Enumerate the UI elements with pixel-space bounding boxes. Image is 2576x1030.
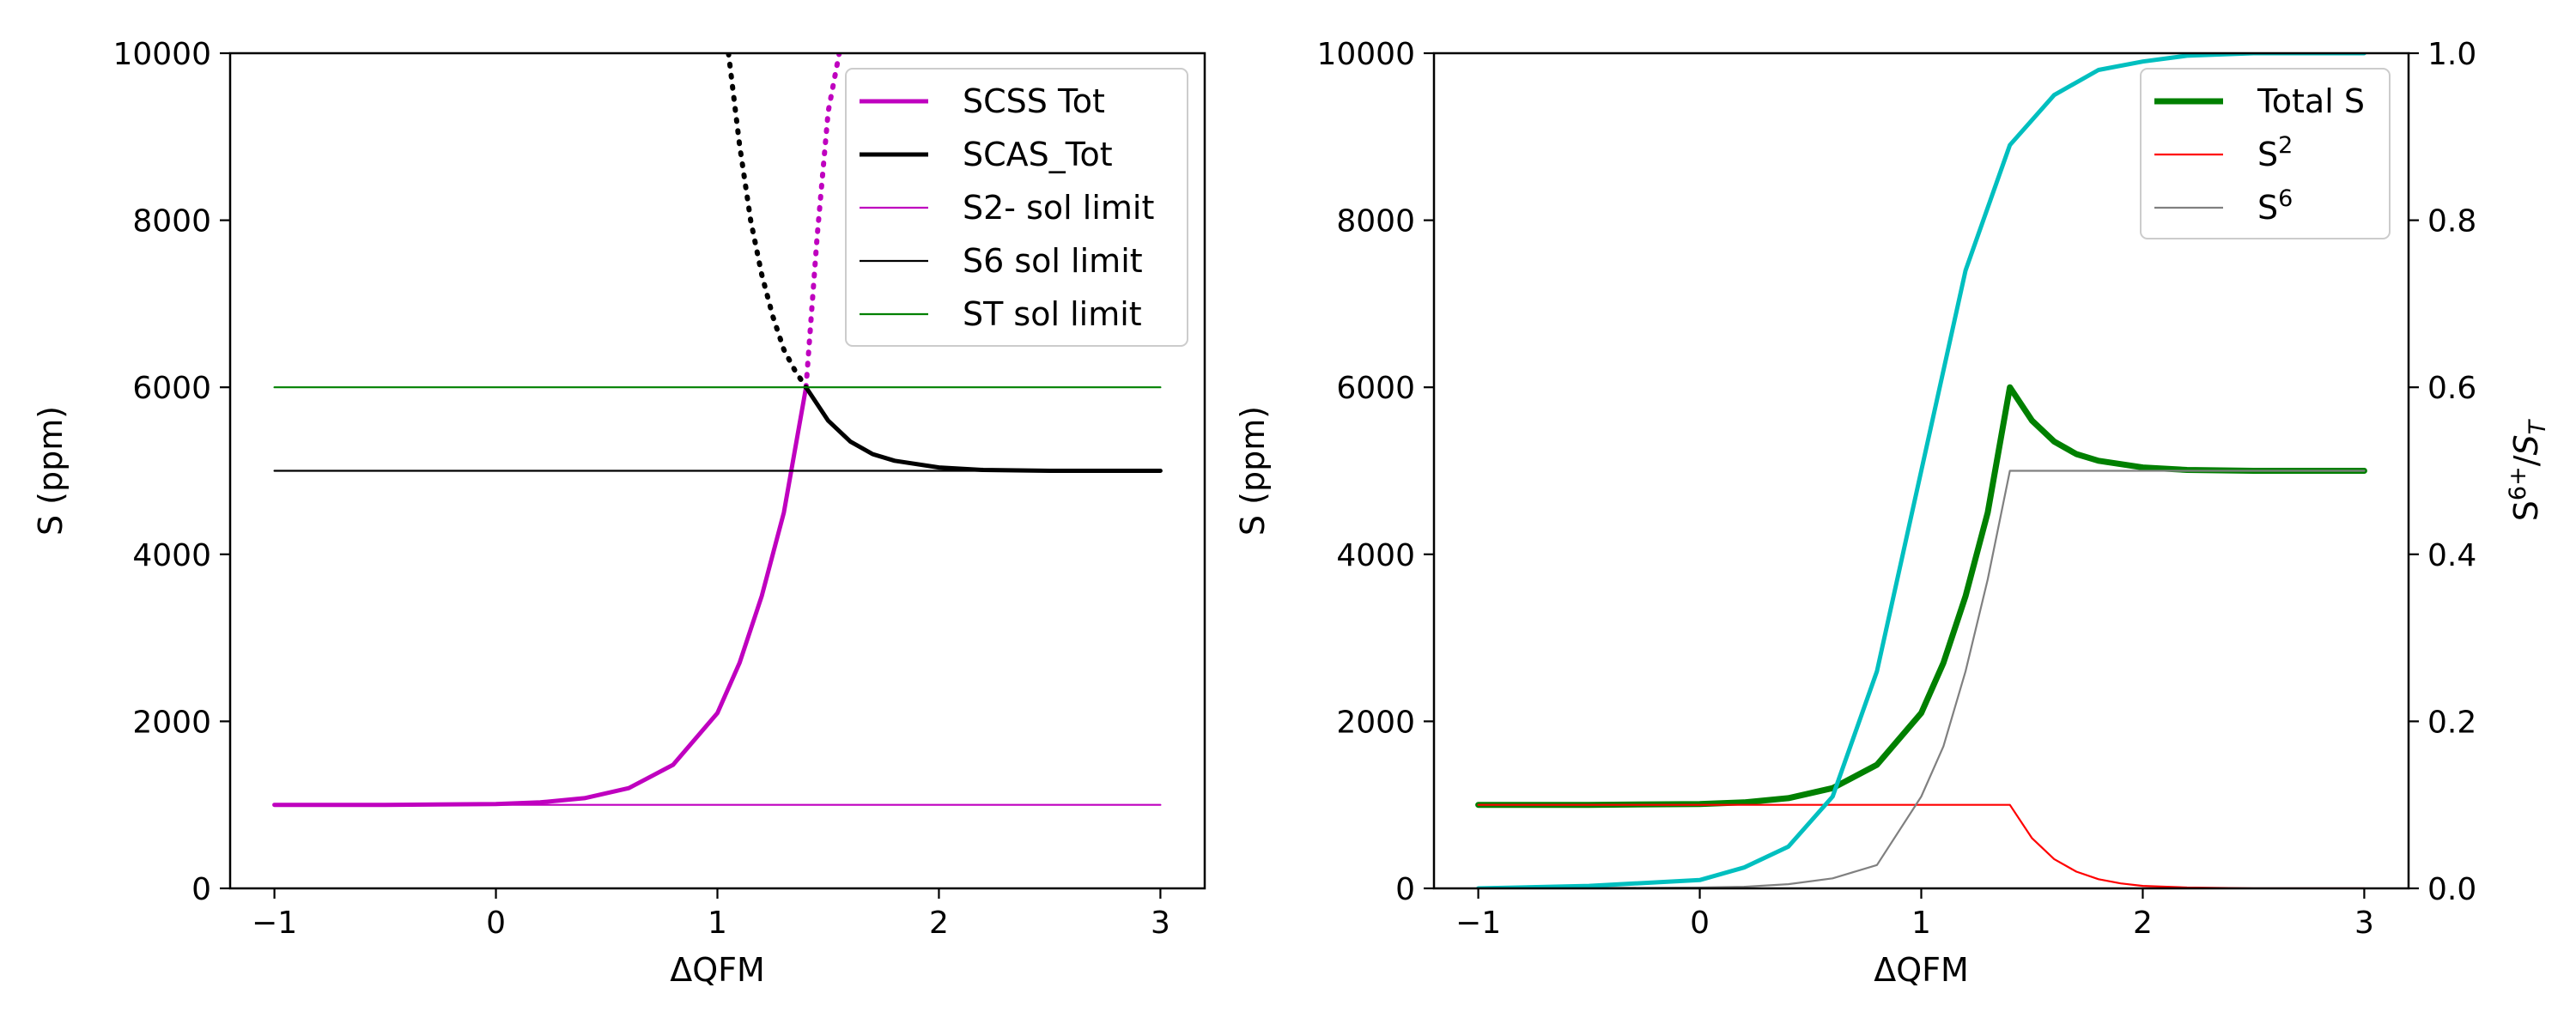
series-line-scas-tot [804,385,1163,473]
plot-area [272,53,1163,808]
legend-label: S2- sol limit [963,189,1154,227]
legend-label: SCSS Tot [963,82,1105,120]
x-tick-label: 1 [708,906,727,941]
y-right-tick-label: 0.0 [2427,872,2476,907]
plot-area [1475,53,2367,888]
y-tick-label: 8000 [1336,204,1415,239]
y-tick-label: 10000 [1316,37,1415,72]
series-line-s6 [1477,470,2366,888]
y-tick-label: 0 [191,872,211,907]
x-tick-label: 2 [929,906,949,941]
series-line-s2 [1477,803,2366,888]
legend-label: ST sol limit [963,295,1142,333]
y-tick-label: 8000 [132,204,211,239]
legend-box [2140,68,2391,239]
legend-box [845,68,1188,347]
y-tick-label: 2000 [132,705,211,740]
chart-2: −1 0 1 2 3 0 2000 4000 6000 8000 10000 0.0 0.2 0.4 0.6… [1234,37,2551,989]
x-tick-label: 3 [1151,906,1170,941]
x-tick-label: 3 [2354,906,2374,941]
y-tick-label: 6000 [132,371,211,406]
legend-label: S6 sol limit [963,242,1143,280]
legend: SCSS Tot SCAS_Tot S2- sol limit S6 sol limi… [845,68,1188,347]
chart-1: −1 0 1 2 3 0 2000 4000 6000 8000 10000 ΔQFM S (ppm) S… [32,37,1206,989]
legend-label: S6 [2257,185,2293,227]
x-tick-label: 1 [1911,906,1931,941]
y-tick-label: 6000 [1336,371,1415,406]
y-tick-label: 0 [1395,872,1415,907]
x-tick-label: −1 [1455,906,1501,941]
y-axis-label: S (ppm) [1234,406,1272,536]
y-tick-label: 4000 [132,538,211,573]
x-tick-label: 2 [2133,906,2153,941]
series-line-scas-tot-continuation [726,53,809,391]
y-right-axis-label: S6+/ST [2505,418,2551,521]
legend-label: SCAS_Tot [963,136,1113,173]
x-tick-label: −1 [252,906,297,941]
x-tick-label: 0 [486,906,506,941]
y-right-tick-label: 0.8 [2427,204,2476,239]
y-tick-label: 10000 [112,37,211,72]
y-axis-label: S (ppm) [32,406,70,536]
y-tick-label: 4000 [1336,538,1415,573]
x-axis-label: ΔQFM [670,951,765,989]
x-tick-label: 0 [1690,906,1710,941]
legend-label: Total S [2257,82,2365,120]
y-tick-label: 2000 [1336,705,1415,740]
y-right-tick-label: 0.4 [2427,538,2476,573]
y-right-tick-label: 1.0 [2427,37,2476,72]
series-line-total-s [1475,384,2367,809]
series-line-s6-st [1476,53,2366,888]
series-line-scss-tot [272,385,809,808]
x-axis-label: ΔQFM [1874,951,1969,989]
series-line-scss-tot-continuation [803,53,842,391]
y-right-tick-label: 0.2 [2427,705,2476,740]
y-right-tick-label: 0.6 [2427,371,2476,406]
